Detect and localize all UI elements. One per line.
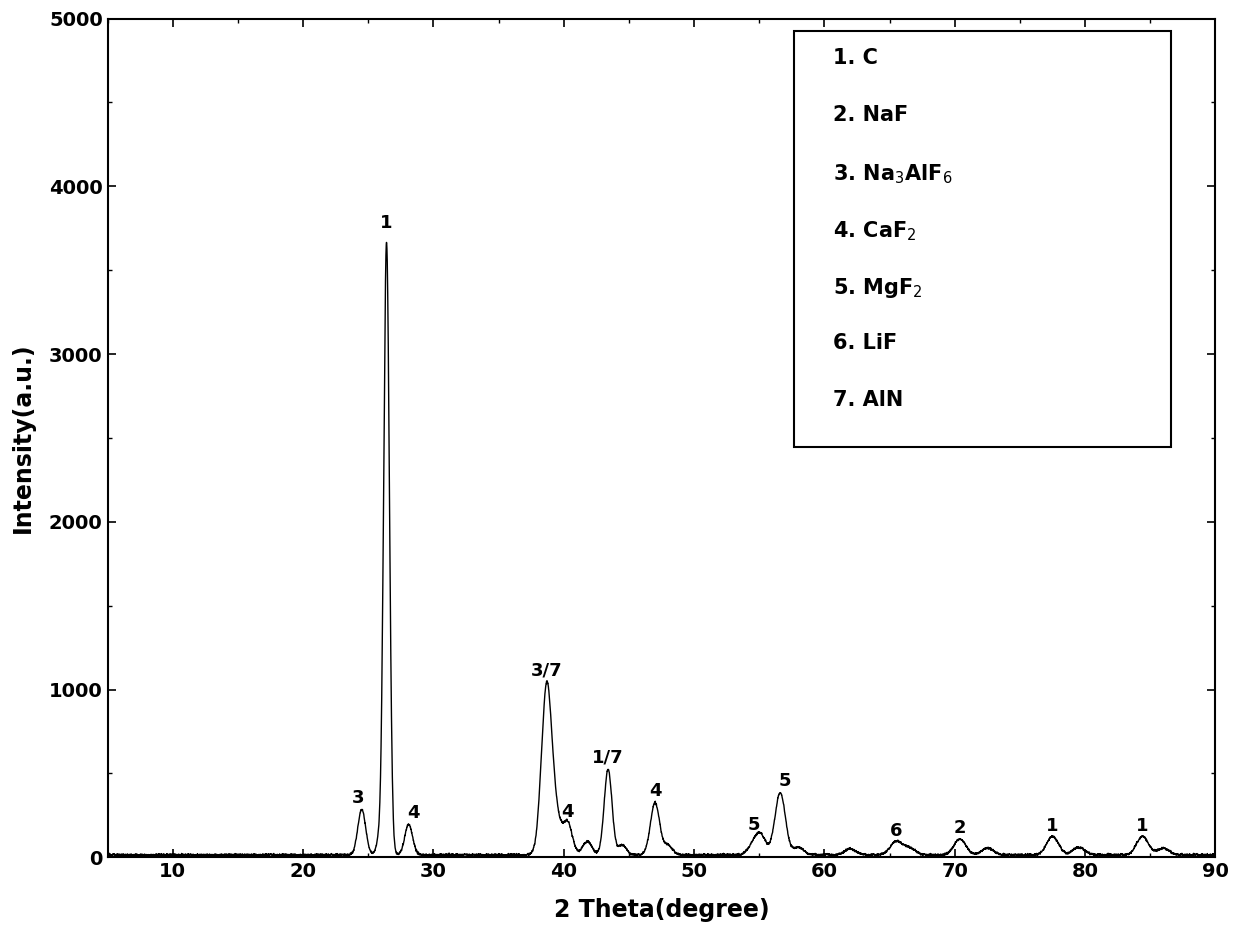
- X-axis label: 2 Theta(degree): 2 Theta(degree): [554, 898, 769, 922]
- Text: 3. Na$_3$AlF$_6$: 3. Na$_3$AlF$_6$: [833, 162, 952, 186]
- Text: 1: 1: [1047, 816, 1059, 835]
- FancyBboxPatch shape: [795, 31, 1171, 447]
- Y-axis label: Intensity(a.u.): Intensity(a.u.): [11, 342, 35, 534]
- Text: 1: 1: [1136, 816, 1148, 835]
- Text: 6. LiF: 6. LiF: [833, 333, 898, 354]
- Text: 5: 5: [779, 772, 791, 789]
- Text: 1/7: 1/7: [593, 748, 624, 766]
- Text: 7. AlN: 7. AlN: [833, 390, 904, 411]
- Text: 4: 4: [562, 803, 574, 821]
- Text: 6: 6: [890, 822, 903, 840]
- Text: 1: 1: [381, 215, 393, 232]
- Text: 3/7: 3/7: [531, 661, 563, 679]
- Text: 1. C: 1. C: [833, 48, 878, 68]
- Text: 2: 2: [954, 819, 966, 837]
- Text: 2. NaF: 2. NaF: [833, 105, 909, 125]
- Text: 5. MgF$_2$: 5. MgF$_2$: [833, 276, 923, 300]
- Text: 4: 4: [408, 804, 420, 822]
- Text: 4. CaF$_2$: 4. CaF$_2$: [833, 219, 916, 243]
- Text: 5: 5: [748, 815, 760, 833]
- Text: 4: 4: [649, 782, 661, 800]
- Text: 3: 3: [352, 789, 365, 807]
